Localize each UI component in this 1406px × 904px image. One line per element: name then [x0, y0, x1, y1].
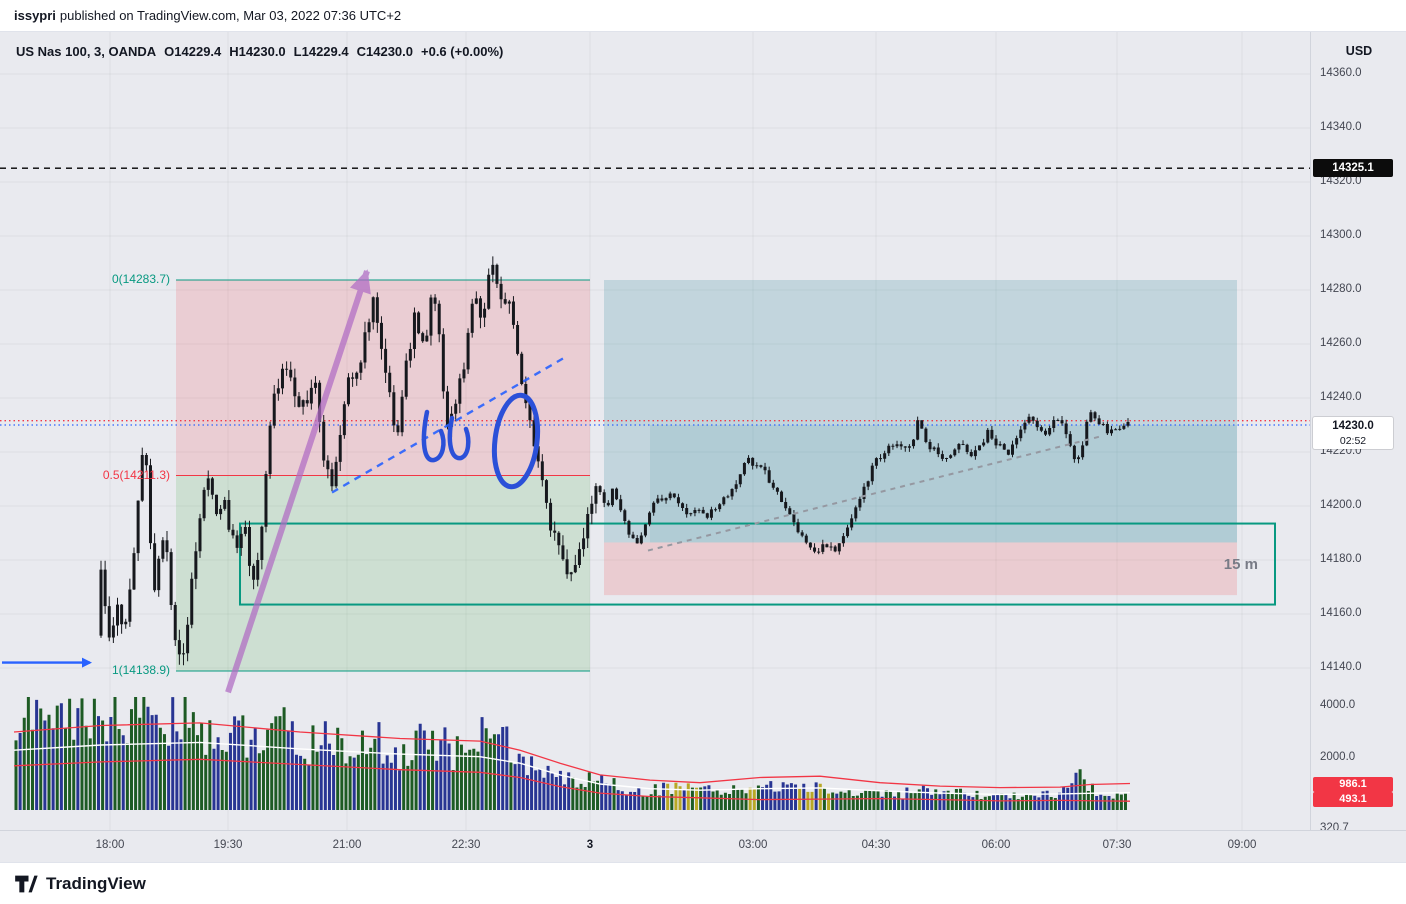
- tradingview-logo[interactable]: [14, 874, 38, 894]
- time-tick-label: 21:00: [332, 839, 362, 851]
- price-tick-label: 14300.0: [1320, 229, 1362, 241]
- time-tick-label: 06:00: [981, 839, 1011, 851]
- symbol-title[interactable]: US Nas 100, 3, OANDA: [16, 44, 157, 59]
- price-tick-label: 14320.0: [1320, 175, 1362, 187]
- blue-squiggle-annotation[interactable]: [447, 415, 471, 461]
- tradingview-wordmark[interactable]: TradingView: [46, 873, 146, 893]
- time-axis[interactable]: 18:00 19:30 21:00 22:30 3 03:00 04:30 06:00 07:3…: [0, 830, 1406, 862]
- price-tick-label: 14160.0: [1320, 607, 1362, 619]
- price-tick-label: 14140.0: [1320, 661, 1362, 673]
- fib-label-1: 1(14138.9): [111, 663, 170, 677]
- price-tick-label: 14340.0: [1320, 121, 1362, 133]
- legend-open: O14229.4: [164, 44, 222, 59]
- bar-countdown: 02:52: [1339, 435, 1367, 447]
- alert-price-badge: 14325.1: [1313, 159, 1393, 177]
- chart-region: US Nas 100, 3, OANDA O14229.4 H14230.0 L…: [0, 32, 1406, 862]
- volume-band-upper: [13, 722, 1131, 789]
- time-tick-label: 19:30: [213, 839, 243, 851]
- price-axis[interactable]: USD 14325.1 14230.0 02:52 986.1 493.1 32…: [1310, 32, 1406, 862]
- time-tick-label: 04:30: [861, 839, 891, 851]
- volume-layer: [14, 697, 1127, 810]
- stop-loss-zone[interactable]: [604, 542, 1237, 596]
- blue-squiggle-annotation[interactable]: [421, 409, 446, 463]
- author-name: issypri: [14, 8, 56, 23]
- legend-close: C14230.0: [356, 44, 413, 59]
- fib-label-0: 0(14283.7): [111, 272, 170, 286]
- gray-trendline[interactable]: [647, 434, 1104, 552]
- footer-bar: TradingView: [0, 862, 1406, 904]
- currency-label: USD: [1345, 44, 1373, 58]
- fib-label-05: 0.5(14211.3): [102, 468, 170, 482]
- price-tick-label: 14260.0: [1320, 337, 1362, 349]
- published-header: issypri published on TradingView.com, Ma…: [0, 0, 1406, 32]
- time-tick-label: 22:30: [451, 839, 481, 851]
- candles-layer: [99, 256, 1130, 666]
- volume-badge-upper: 986.1: [1313, 777, 1393, 792]
- volume-ma-line: [13, 741, 1131, 796]
- volume-tick-label: 4000.0: [1320, 699, 1356, 711]
- price-tick-label: 14200.0: [1320, 499, 1362, 511]
- price-tick-label: 14280.0: [1320, 283, 1362, 295]
- last-price-value: 14230.0: [1332, 420, 1374, 432]
- purple-arrow[interactable]: [225, 269, 371, 694]
- volume-band-lower: [13, 758, 1131, 802]
- grid: [0, 32, 1310, 830]
- blue-circle-annotation[interactable]: [490, 392, 543, 490]
- symbol-legend: US Nas 100, 3, OANDA O14229.4 H14230.0 L…: [16, 44, 503, 59]
- long-profit-zone[interactable]: [604, 280, 1237, 543]
- time-tick-label: 09:00: [1227, 839, 1257, 851]
- range-duration-label: 15 m: [1223, 556, 1258, 573]
- published-text: published on TradingView.com, Mar 03, 20…: [59, 8, 402, 23]
- time-tick-label: 18:00: [95, 839, 125, 851]
- time-tick-label: 03:00: [738, 839, 768, 851]
- price-tick-label: 14360.0: [1320, 67, 1362, 79]
- legend-high: H14230.0: [229, 44, 286, 59]
- price-tick-label: 14240.0: [1320, 391, 1362, 403]
- last-price-badge: 14230.0 02:52: [1313, 417, 1393, 449]
- legend-change: +0.6 (+0.00%): [421, 44, 504, 59]
- time-tick-label: 07:30: [1102, 839, 1132, 851]
- price-tick-label: 14180.0: [1320, 553, 1362, 565]
- legend-low: L14229.4: [293, 44, 349, 59]
- time-tick-label: 3: [586, 839, 594, 851]
- volume-badge-lower: 493.1: [1313, 792, 1393, 807]
- volume-tick-label: 2000.0: [1320, 751, 1356, 763]
- fib-zone-lower[interactable]: [176, 475, 590, 671]
- long-profit-zone-inner: [650, 425, 1237, 543]
